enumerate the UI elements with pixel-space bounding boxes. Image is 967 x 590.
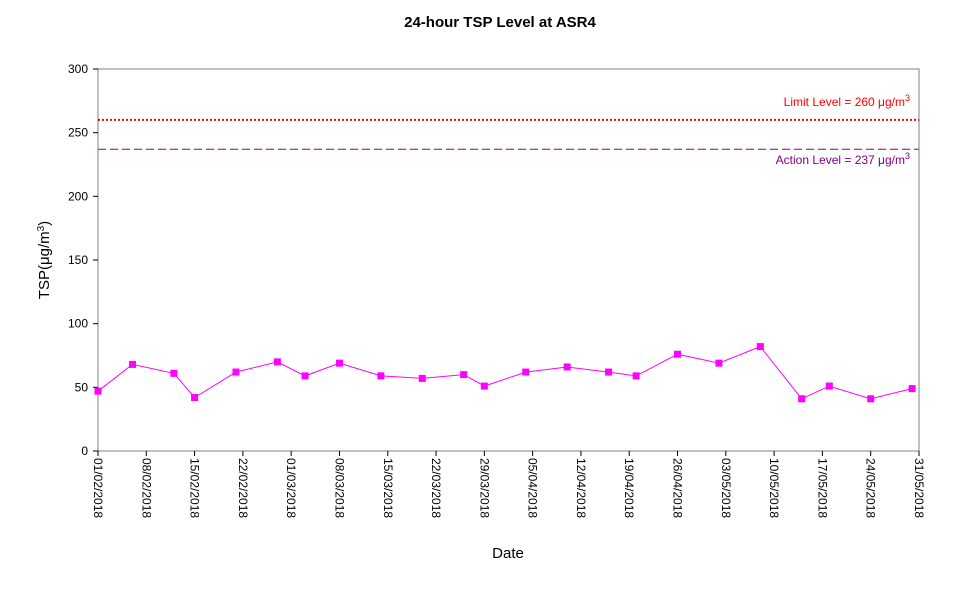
data-point — [674, 350, 682, 358]
x-tick-label: 19/04/2018 — [622, 458, 636, 518]
data-point — [94, 387, 102, 395]
x-tick-label: 08/03/2018 — [332, 458, 346, 518]
data-point — [335, 359, 343, 367]
data-point — [825, 382, 833, 390]
data-point — [232, 368, 240, 376]
y-tick-label: 300 — [68, 62, 88, 76]
data-point — [191, 394, 199, 402]
x-axis-title: Date — [492, 545, 524, 562]
data-point — [715, 359, 723, 367]
x-tick-label: 10/05/2018 — [767, 458, 781, 518]
data-point — [480, 382, 488, 390]
x-tick-label: 08/02/2018 — [139, 458, 153, 518]
x-tick-label: 05/04/2018 — [526, 458, 540, 518]
x-tick-label: 31/05/2018 — [912, 458, 926, 518]
y-tick-label: 200 — [68, 189, 88, 203]
data-point — [908, 385, 916, 393]
x-tick-label: 22/03/2018 — [429, 458, 443, 518]
reference-line-label: Limit Level = 260 μg/m3 — [784, 93, 910, 109]
y-tick-label: 50 — [75, 380, 89, 394]
data-point — [798, 395, 806, 403]
x-tick-label: 26/04/2018 — [671, 458, 685, 518]
reference-lines: Limit Level = 260 μg/m3 Action Level = 23… — [98, 93, 919, 167]
y-tick-label: 0 — [81, 444, 88, 458]
data-point — [460, 371, 468, 379]
data-point — [605, 368, 613, 376]
reference-line-label: Action Level = 237 μg/m3 — [776, 151, 910, 167]
chart-title: 24-hour TSP Level at ASR4 — [404, 14, 596, 31]
data-point — [418, 374, 426, 382]
x-tick-label: 01/02/2018 — [91, 458, 105, 518]
y-tick-label: 150 — [68, 253, 88, 267]
data-point — [563, 363, 571, 371]
x-tick-label: 17/05/2018 — [815, 458, 829, 518]
x-tick-label: 15/02/2018 — [188, 458, 202, 518]
data-point — [273, 358, 281, 366]
x-axis: 01/02/2018 08/02/2018 15/02/2018 22/02/2018… — [91, 451, 926, 518]
data-point — [522, 368, 530, 376]
data-point — [170, 369, 178, 377]
y-axis-title: TSP(μg/m3) — [36, 221, 54, 299]
data-point — [632, 372, 640, 380]
x-tick-label: 01/03/2018 — [284, 458, 298, 518]
data-point — [377, 372, 385, 380]
x-tick-label: 03/05/2018 — [719, 458, 733, 518]
y-tick-label: 250 — [68, 126, 88, 140]
x-tick-label: 24/05/2018 — [864, 458, 878, 518]
y-axis: 0 50 100 150 200 250 300 — [68, 62, 98, 458]
series — [94, 343, 916, 403]
data-point — [301, 372, 309, 380]
x-tick-label: 29/03/2018 — [477, 458, 491, 518]
plot-area — [97, 68, 920, 452]
y-tick-label: 100 — [68, 317, 88, 331]
x-tick-label: 22/02/2018 — [236, 458, 250, 518]
x-tick-label: 15/03/2018 — [381, 458, 395, 518]
data-point — [128, 360, 136, 368]
x-tick-label: 12/04/2018 — [574, 458, 588, 518]
data-point — [756, 343, 764, 351]
data-point — [867, 395, 875, 403]
